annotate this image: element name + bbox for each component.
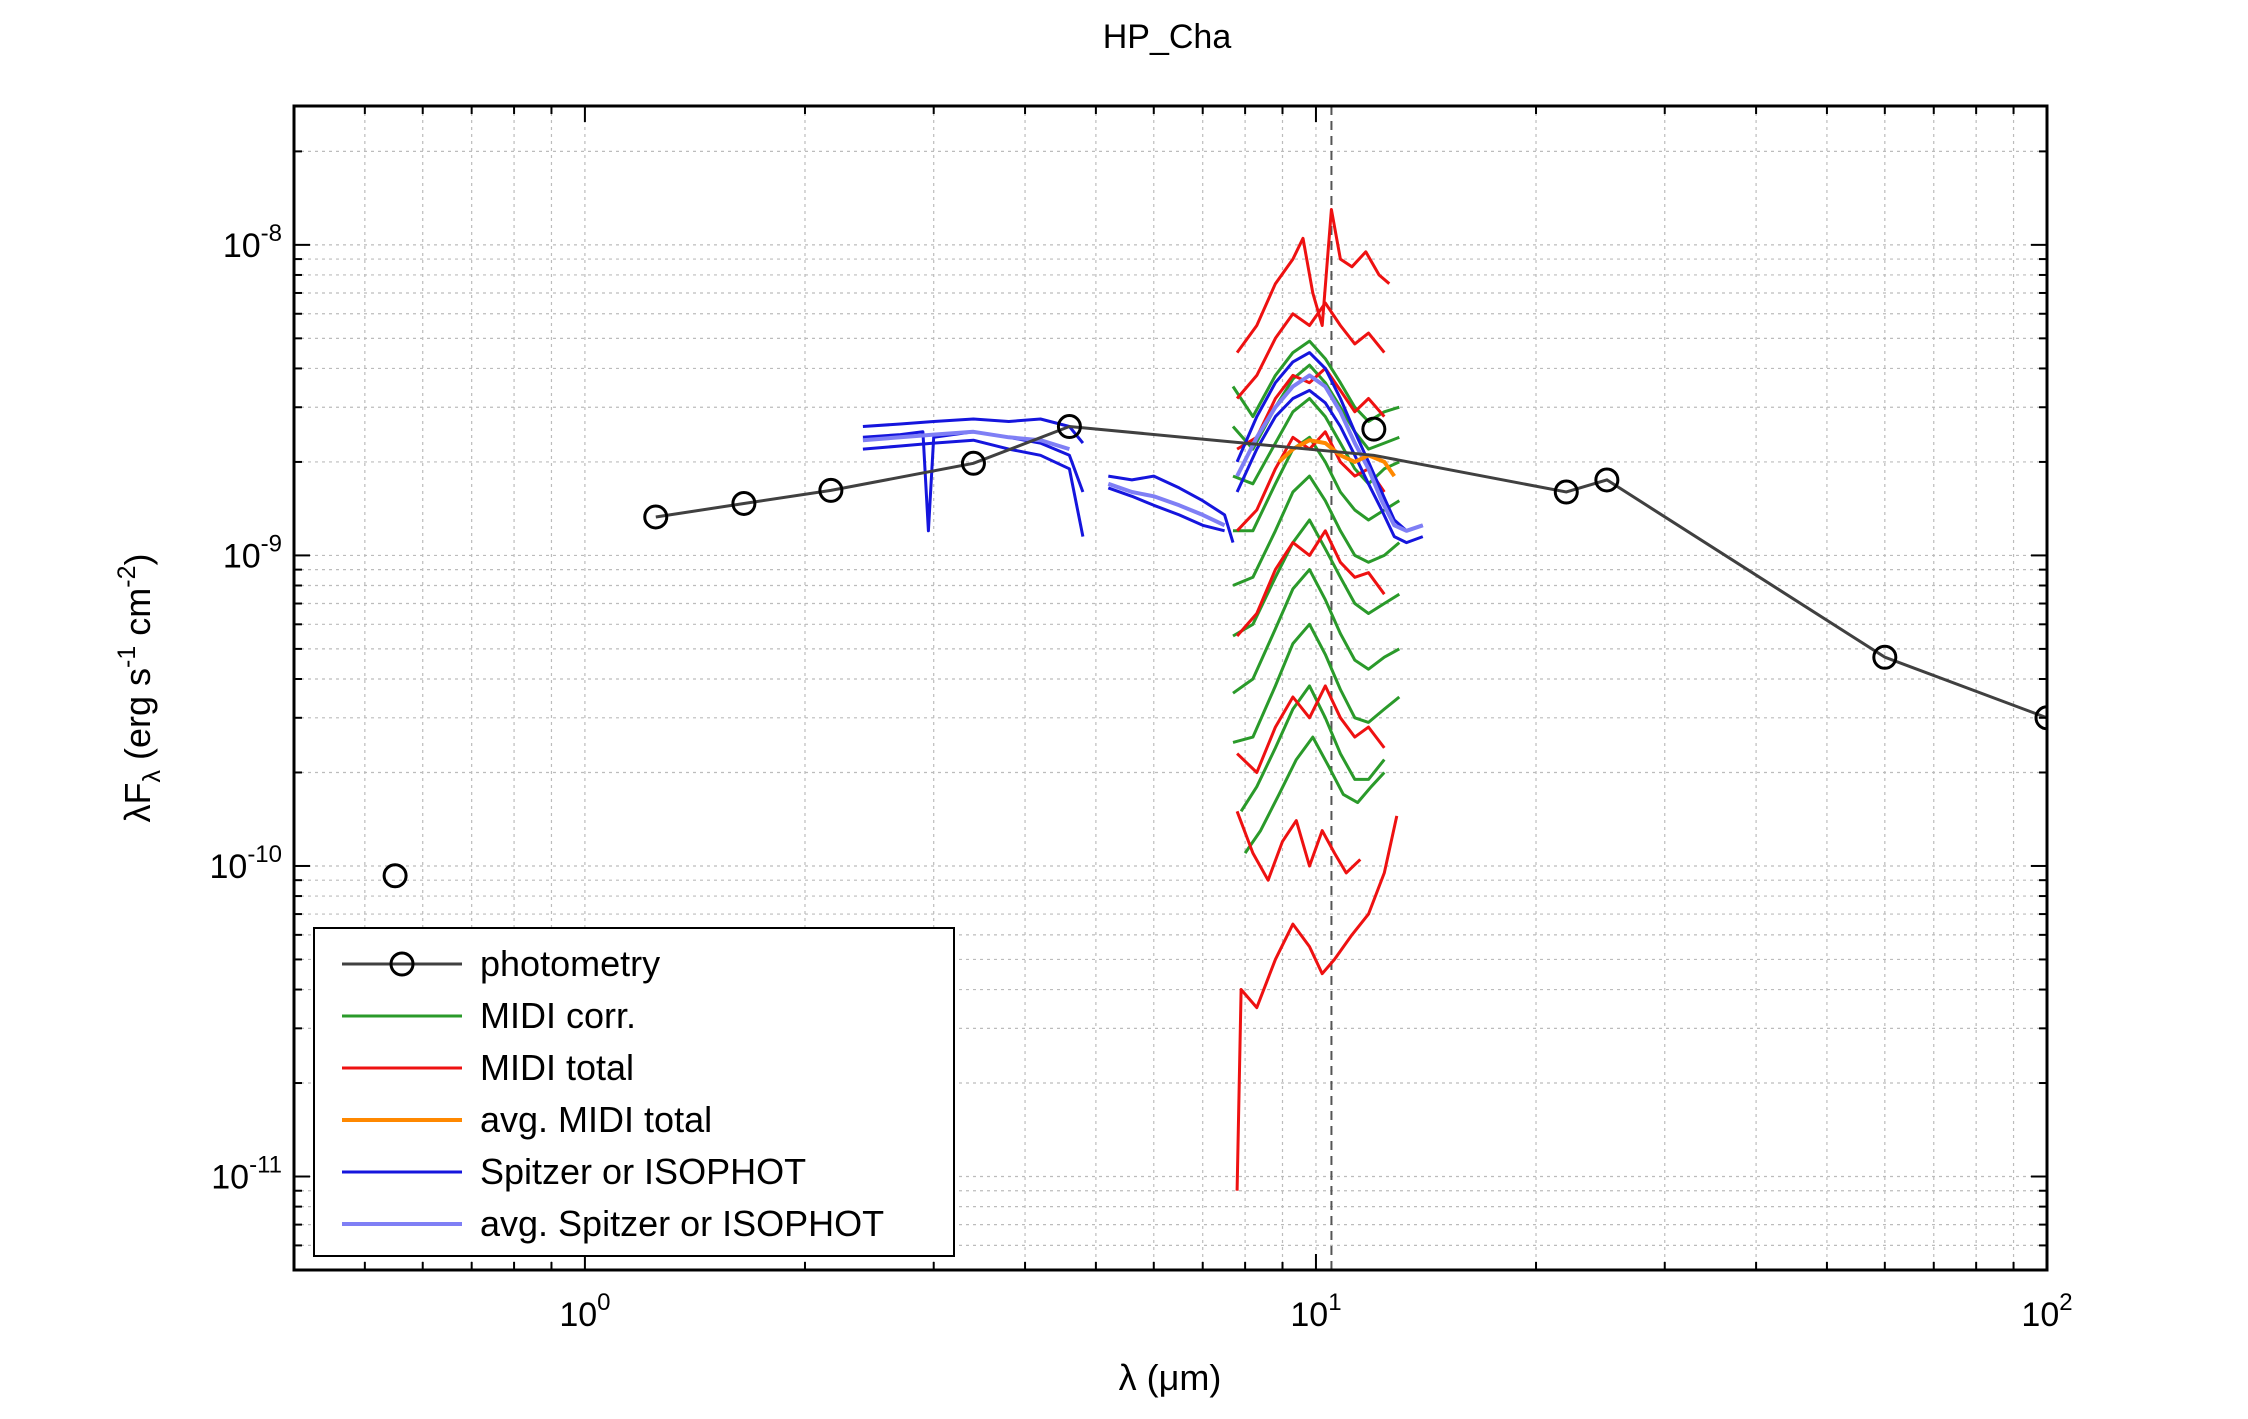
y-tick-label: 10-11 [211, 1152, 282, 1197]
midi_corr-line [1232, 622, 1401, 744]
legend: photometry MIDI corr. MIDI total avg. MIDI … [313, 927, 955, 1257]
y-tick-label: 10-8 [223, 220, 282, 265]
photometry-point [1553, 479, 1579, 505]
chart-title: HP_Cha [1103, 18, 1232, 56]
x-tick-label: 100 [559, 1289, 610, 1334]
legend-marker [389, 951, 415, 977]
spitzer-line [862, 438, 1085, 537]
legend-box [313, 927, 955, 1257]
photometry-point [1361, 416, 1387, 442]
avg_spitzer-line [862, 429, 1070, 452]
midi_corr-line [1232, 474, 1401, 587]
photometry-point [731, 490, 757, 516]
photometry-point [960, 450, 986, 476]
photometry-line [655, 424, 2047, 720]
legend-label: MIDI total [480, 1047, 634, 1088]
photometry-point [1594, 467, 1620, 493]
midi_corr-line [1233, 435, 1401, 533]
photometry-point [818, 477, 844, 503]
y-axis-label: λFλ (erg s-1 cm-2) [113, 554, 166, 823]
axes: 100 101 102 10-11 10-10 10-9 10-8 [209, 104, 2073, 1334]
data-series [382, 106, 2047, 1270]
midi_corr-line [1232, 518, 1401, 638]
photometry-point [2034, 705, 2047, 731]
midi_total-line [1235, 815, 1399, 1191]
midi_total-line [1235, 810, 1362, 882]
avg_spitzer-line [1235, 373, 1424, 533]
legend-label: Spitzer or ISOPHOT [480, 1151, 806, 1192]
midi_corr-line [1239, 684, 1386, 813]
midi_corr-line [1232, 568, 1401, 695]
photometry-point [1056, 414, 1082, 440]
avg_spitzer-line [1107, 481, 1226, 528]
midi_total-line [1236, 366, 1386, 451]
legend-label: avg. Spitzer or ISOPHOT [480, 1203, 884, 1244]
grid-lines [293, 106, 2048, 1271]
spitzer-line [1235, 388, 1424, 545]
legend-label: photometry [480, 943, 660, 984]
midi_total-line [1235, 301, 1386, 400]
spitzer-line [1107, 486, 1225, 533]
midi_total-line [1236, 684, 1386, 774]
midi_corr-line [1243, 735, 1386, 854]
photometry-point [382, 863, 408, 889]
x-tick-label: 101 [1290, 1289, 1341, 1334]
legend-label: MIDI corr. [480, 995, 636, 1036]
legend-label: avg. MIDI total [480, 1099, 712, 1140]
x-tick-label: 102 [2021, 1289, 2072, 1334]
y-tick-label: 10-10 [209, 841, 282, 886]
photometry-point [1872, 644, 1898, 670]
plot-frame [292, 104, 2049, 1272]
photometry-point [643, 504, 669, 530]
spitzer-line [1108, 474, 1235, 544]
midi_total-line [1235, 529, 1386, 637]
spitzer-line [1235, 351, 1424, 533]
x-axis-label: λ (μm) [1119, 1357, 1222, 1398]
y-tick-label: 10-9 [223, 530, 282, 575]
midi_total-line [1235, 208, 1391, 354]
avg_midi_total-line [1277, 438, 1396, 478]
spitzer-line [862, 417, 1085, 445]
